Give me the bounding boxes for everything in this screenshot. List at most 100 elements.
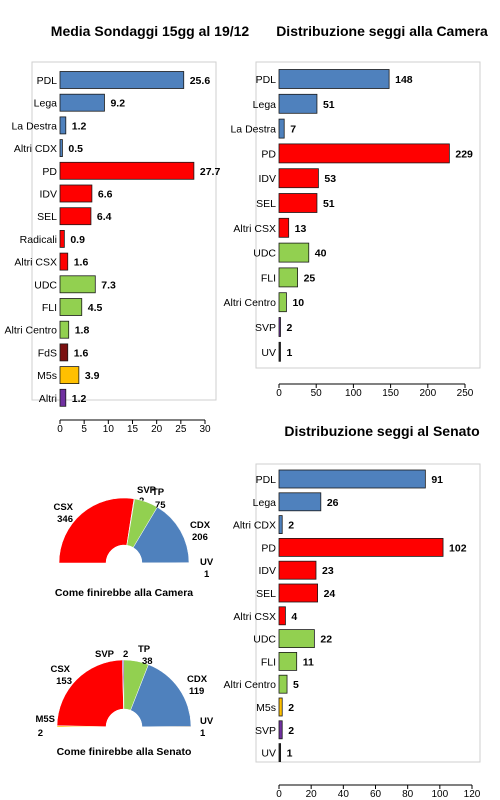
- x-tick-label: 80: [402, 789, 414, 800]
- x-tick-label: 0: [276, 388, 282, 399]
- slice-name-label: CSX: [50, 664, 70, 675]
- slice-name-label: CSX: [53, 502, 73, 513]
- category-label: IDV: [258, 565, 276, 577]
- category-label: FLI: [42, 302, 57, 314]
- category-label: Altri CSX: [233, 611, 276, 623]
- bar: [59, 184, 93, 203]
- value-label: 11: [303, 656, 314, 668]
- slice-value-label: 2: [123, 649, 128, 660]
- value-label: 2: [287, 322, 293, 334]
- value-label: 6.6: [98, 189, 113, 201]
- pie-hub: [106, 545, 142, 581]
- bar-chart-1: Distribuzione seggi alla Camera PDL 148 Leg…: [223, 23, 488, 399]
- category-label: IDV: [39, 189, 57, 201]
- value-label: 0.9: [70, 234, 85, 246]
- value-label: 10: [292, 297, 304, 309]
- bar: [278, 629, 315, 648]
- value-label: 1.2: [72, 120, 87, 132]
- value-label: 25.6: [190, 75, 211, 87]
- pie-caption: Come finirebbe alla Senato: [57, 746, 192, 758]
- value-label: 5: [293, 679, 299, 691]
- slice-name-label: CDX: [187, 674, 208, 685]
- x-tick-label: 20: [306, 789, 318, 800]
- category-label: M5s: [37, 370, 57, 382]
- category-label: Lega: [253, 99, 277, 111]
- category-label: Altri CSX: [14, 257, 57, 269]
- bar: [59, 366, 80, 385]
- value-label: 53: [324, 173, 336, 185]
- slice-value-label: 2: [38, 728, 43, 739]
- value-label: 0.5: [68, 143, 83, 155]
- value-label: 2: [288, 520, 294, 532]
- slice-value-label: 1: [204, 569, 210, 580]
- category-label: SVP: [255, 725, 276, 737]
- value-label: 9.2: [110, 98, 125, 110]
- category-label: La Destra: [11, 120, 57, 132]
- bar: [278, 492, 322, 512]
- value-label: 3.9: [85, 370, 100, 382]
- bar: [278, 652, 298, 671]
- x-tick-label: 150: [382, 388, 399, 399]
- category-label: Altri: [39, 393, 57, 405]
- slice-value-label: 75: [155, 500, 166, 511]
- value-label: 6.4: [97, 211, 112, 223]
- slice-value-label: 346: [57, 514, 73, 525]
- value-label: 1.8: [75, 325, 90, 337]
- bar: [278, 93, 318, 114]
- category-label: IDV: [258, 173, 276, 185]
- category-label: SEL: [256, 198, 276, 210]
- bar-chart-0: Media Sondaggi 15gg al 19/12 PDL 25.6 Lega 9…: [4, 23, 249, 435]
- value-label: 23: [322, 565, 334, 577]
- category-label: PD: [42, 166, 57, 178]
- value-label: 27.7: [200, 166, 221, 178]
- value-label: 229: [455, 148, 473, 160]
- bar: [278, 560, 317, 580]
- bar: [59, 139, 63, 158]
- category-label: FdS: [38, 347, 57, 359]
- category-label: FLI: [261, 656, 276, 668]
- value-label: 13: [295, 223, 307, 235]
- slice-value-label: 1: [200, 728, 206, 739]
- category-label: La Destra: [230, 124, 276, 136]
- category-label: SEL: [37, 211, 57, 223]
- chart-title: Distribuzione seggi alla Camera: [276, 23, 488, 39]
- category-label: FLI: [261, 272, 276, 284]
- value-label: 7: [290, 124, 296, 136]
- value-label: 4: [291, 611, 297, 623]
- category-label: UDC: [253, 634, 276, 646]
- slice-name-label: CDX: [190, 520, 211, 531]
- bar: [59, 207, 92, 226]
- slice-name-label: SVP: [137, 485, 157, 496]
- x-tick-label: 0: [57, 424, 63, 435]
- slice-name-label: SVP: [95, 649, 115, 660]
- bar: [278, 193, 318, 213]
- slice-name-label: M5S: [35, 714, 55, 725]
- slice-name-label: TP: [152, 487, 165, 498]
- chart-title: Media Sondaggi 15gg al 19/12: [51, 23, 250, 39]
- value-label: 25: [304, 272, 316, 284]
- category-label: UV: [261, 347, 276, 359]
- category-label: PD: [261, 148, 276, 160]
- value-label: 4.5: [88, 302, 103, 314]
- bar: [278, 242, 310, 263]
- bar: [59, 229, 65, 248]
- category-label: Lega: [34, 98, 58, 110]
- value-label: 2: [288, 725, 294, 737]
- bar: [59, 275, 96, 294]
- plot-frame: [255, 61, 481, 369]
- category-label: Radicali: [20, 234, 57, 246]
- x-tick-label: 5: [81, 424, 87, 435]
- slice-value-label: 153: [56, 676, 72, 687]
- bar: [278, 469, 426, 489]
- value-label: 22: [320, 634, 332, 646]
- x-tick-label: 30: [199, 424, 211, 435]
- value-label: 51: [323, 99, 335, 111]
- category-label: PDL: [256, 74, 277, 86]
- x-tick-label: 15: [127, 424, 139, 435]
- bar: [59, 252, 69, 271]
- bar: [59, 161, 195, 180]
- slice-name-label: TP: [138, 644, 151, 655]
- value-label: 1: [287, 748, 293, 760]
